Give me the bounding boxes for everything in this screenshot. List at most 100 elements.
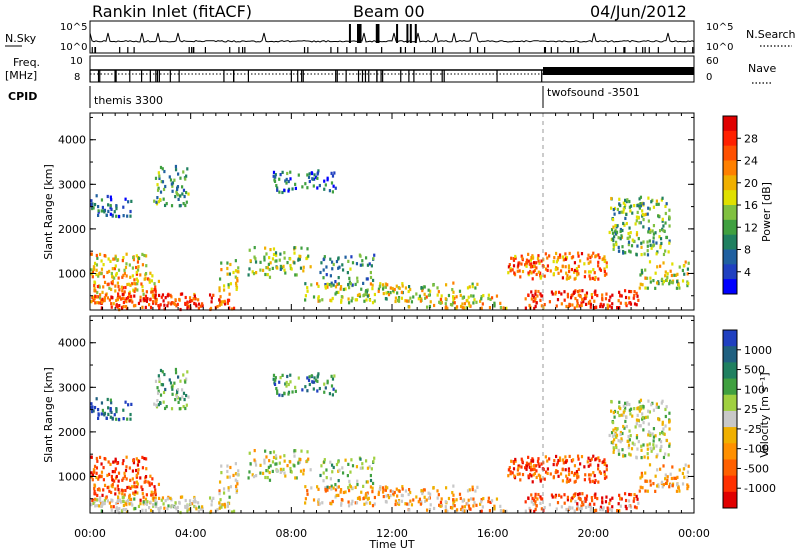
velocity-cell (272, 455, 276, 460)
power-cell (100, 306, 103, 310)
velocity-cell (341, 466, 344, 470)
velocity-cell (615, 433, 619, 437)
velocity-cell (597, 463, 600, 467)
velocity-cell (641, 474, 644, 478)
velocity-cell (686, 475, 689, 479)
velocity-cell (649, 433, 652, 438)
velocity-cell (384, 488, 388, 492)
velocity-cell (364, 459, 368, 463)
velocity-cell (313, 376, 316, 380)
velocity-cell (294, 476, 297, 480)
velocity-cell (355, 501, 359, 505)
power-cell (162, 299, 165, 303)
power-cell (525, 261, 529, 265)
power-cell (686, 284, 689, 288)
velocity-cell (644, 489, 647, 493)
power-cell (325, 273, 328, 277)
velocity-cell (572, 494, 575, 498)
velocity-cell (306, 389, 309, 393)
power-cell (188, 304, 191, 308)
velocity-cell (635, 506, 638, 510)
velocity-cell (311, 380, 314, 384)
velocity-cell (100, 474, 103, 479)
velocity-cell (555, 463, 558, 467)
velocity-cell (609, 498, 612, 502)
velocity-cell (644, 471, 647, 475)
velocity-cell (174, 371, 178, 375)
freq-traces (89, 67, 694, 82)
power-cell (93, 286, 96, 291)
power-cell (279, 267, 282, 271)
power-cell (437, 290, 440, 294)
power-cell (150, 287, 153, 291)
power-cell (90, 202, 93, 207)
power-cell (568, 269, 571, 274)
power-cell (432, 283, 435, 287)
power-cell (599, 304, 602, 309)
power-cell (226, 272, 229, 276)
power-cell (147, 277, 150, 281)
power-cell (193, 301, 196, 306)
power-cell (641, 283, 644, 287)
power-cell (111, 296, 114, 300)
velocity-cell (554, 470, 557, 475)
power-cell (122, 214, 125, 218)
velocity-cell (618, 405, 621, 409)
velocity-cell (664, 414, 667, 419)
power-cell (652, 224, 656, 228)
power-cell (401, 282, 404, 286)
velocity-cell (638, 407, 641, 412)
velocity-cell (271, 460, 275, 464)
velocity-cell (631, 441, 634, 445)
power-cell (639, 204, 643, 208)
power-cell (583, 262, 586, 266)
power-cell (654, 271, 657, 275)
velocity-cell (254, 460, 257, 464)
velocity-cell (161, 496, 165, 500)
colorbar-tick-label: -100 (744, 443, 769, 456)
power-cell (524, 297, 527, 301)
velocity-cell (620, 497, 623, 501)
velocity-cell (201, 507, 204, 511)
power-cell (163, 303, 166, 307)
velocity-cell (389, 494, 392, 498)
power-cell (121, 289, 124, 293)
velocity-cell (227, 488, 230, 492)
velocity-cell (154, 498, 157, 502)
velocity-cell (283, 471, 286, 475)
power-cell (97, 209, 100, 213)
velocity-cell (163, 506, 166, 510)
velocity-cell (138, 459, 141, 463)
velocity-cell (218, 492, 221, 496)
velocity-cell (610, 431, 614, 435)
power-cell (527, 271, 530, 275)
power-cell (649, 280, 652, 284)
velocity-cell (312, 498, 316, 502)
velocity-cell (272, 450, 276, 454)
power-cell (617, 236, 620, 240)
velocity-cell (284, 474, 287, 478)
velocity-cell (317, 487, 320, 491)
power-cell (197, 302, 201, 306)
velocity-cell (332, 486, 335, 490)
power-cell (622, 221, 625, 226)
velocity-cell (425, 498, 428, 502)
power-cell (618, 290, 621, 294)
velocity-cell (145, 493, 148, 497)
velocity-cell (316, 374, 320, 378)
power-cell (571, 255, 575, 259)
velocity-cell (611, 496, 614, 500)
velocity-cell (437, 493, 440, 497)
power-cell (326, 282, 329, 286)
power-cell (306, 173, 309, 177)
power-cell (184, 203, 187, 208)
power-cell (161, 167, 164, 171)
velocity-cell (121, 495, 124, 500)
velocity-cell (366, 480, 369, 484)
velocity-cell (191, 502, 194, 506)
velocity-cell (664, 452, 667, 456)
power-cell (516, 269, 519, 273)
velocity-cell (671, 465, 674, 469)
velocity-cell (100, 412, 103, 416)
